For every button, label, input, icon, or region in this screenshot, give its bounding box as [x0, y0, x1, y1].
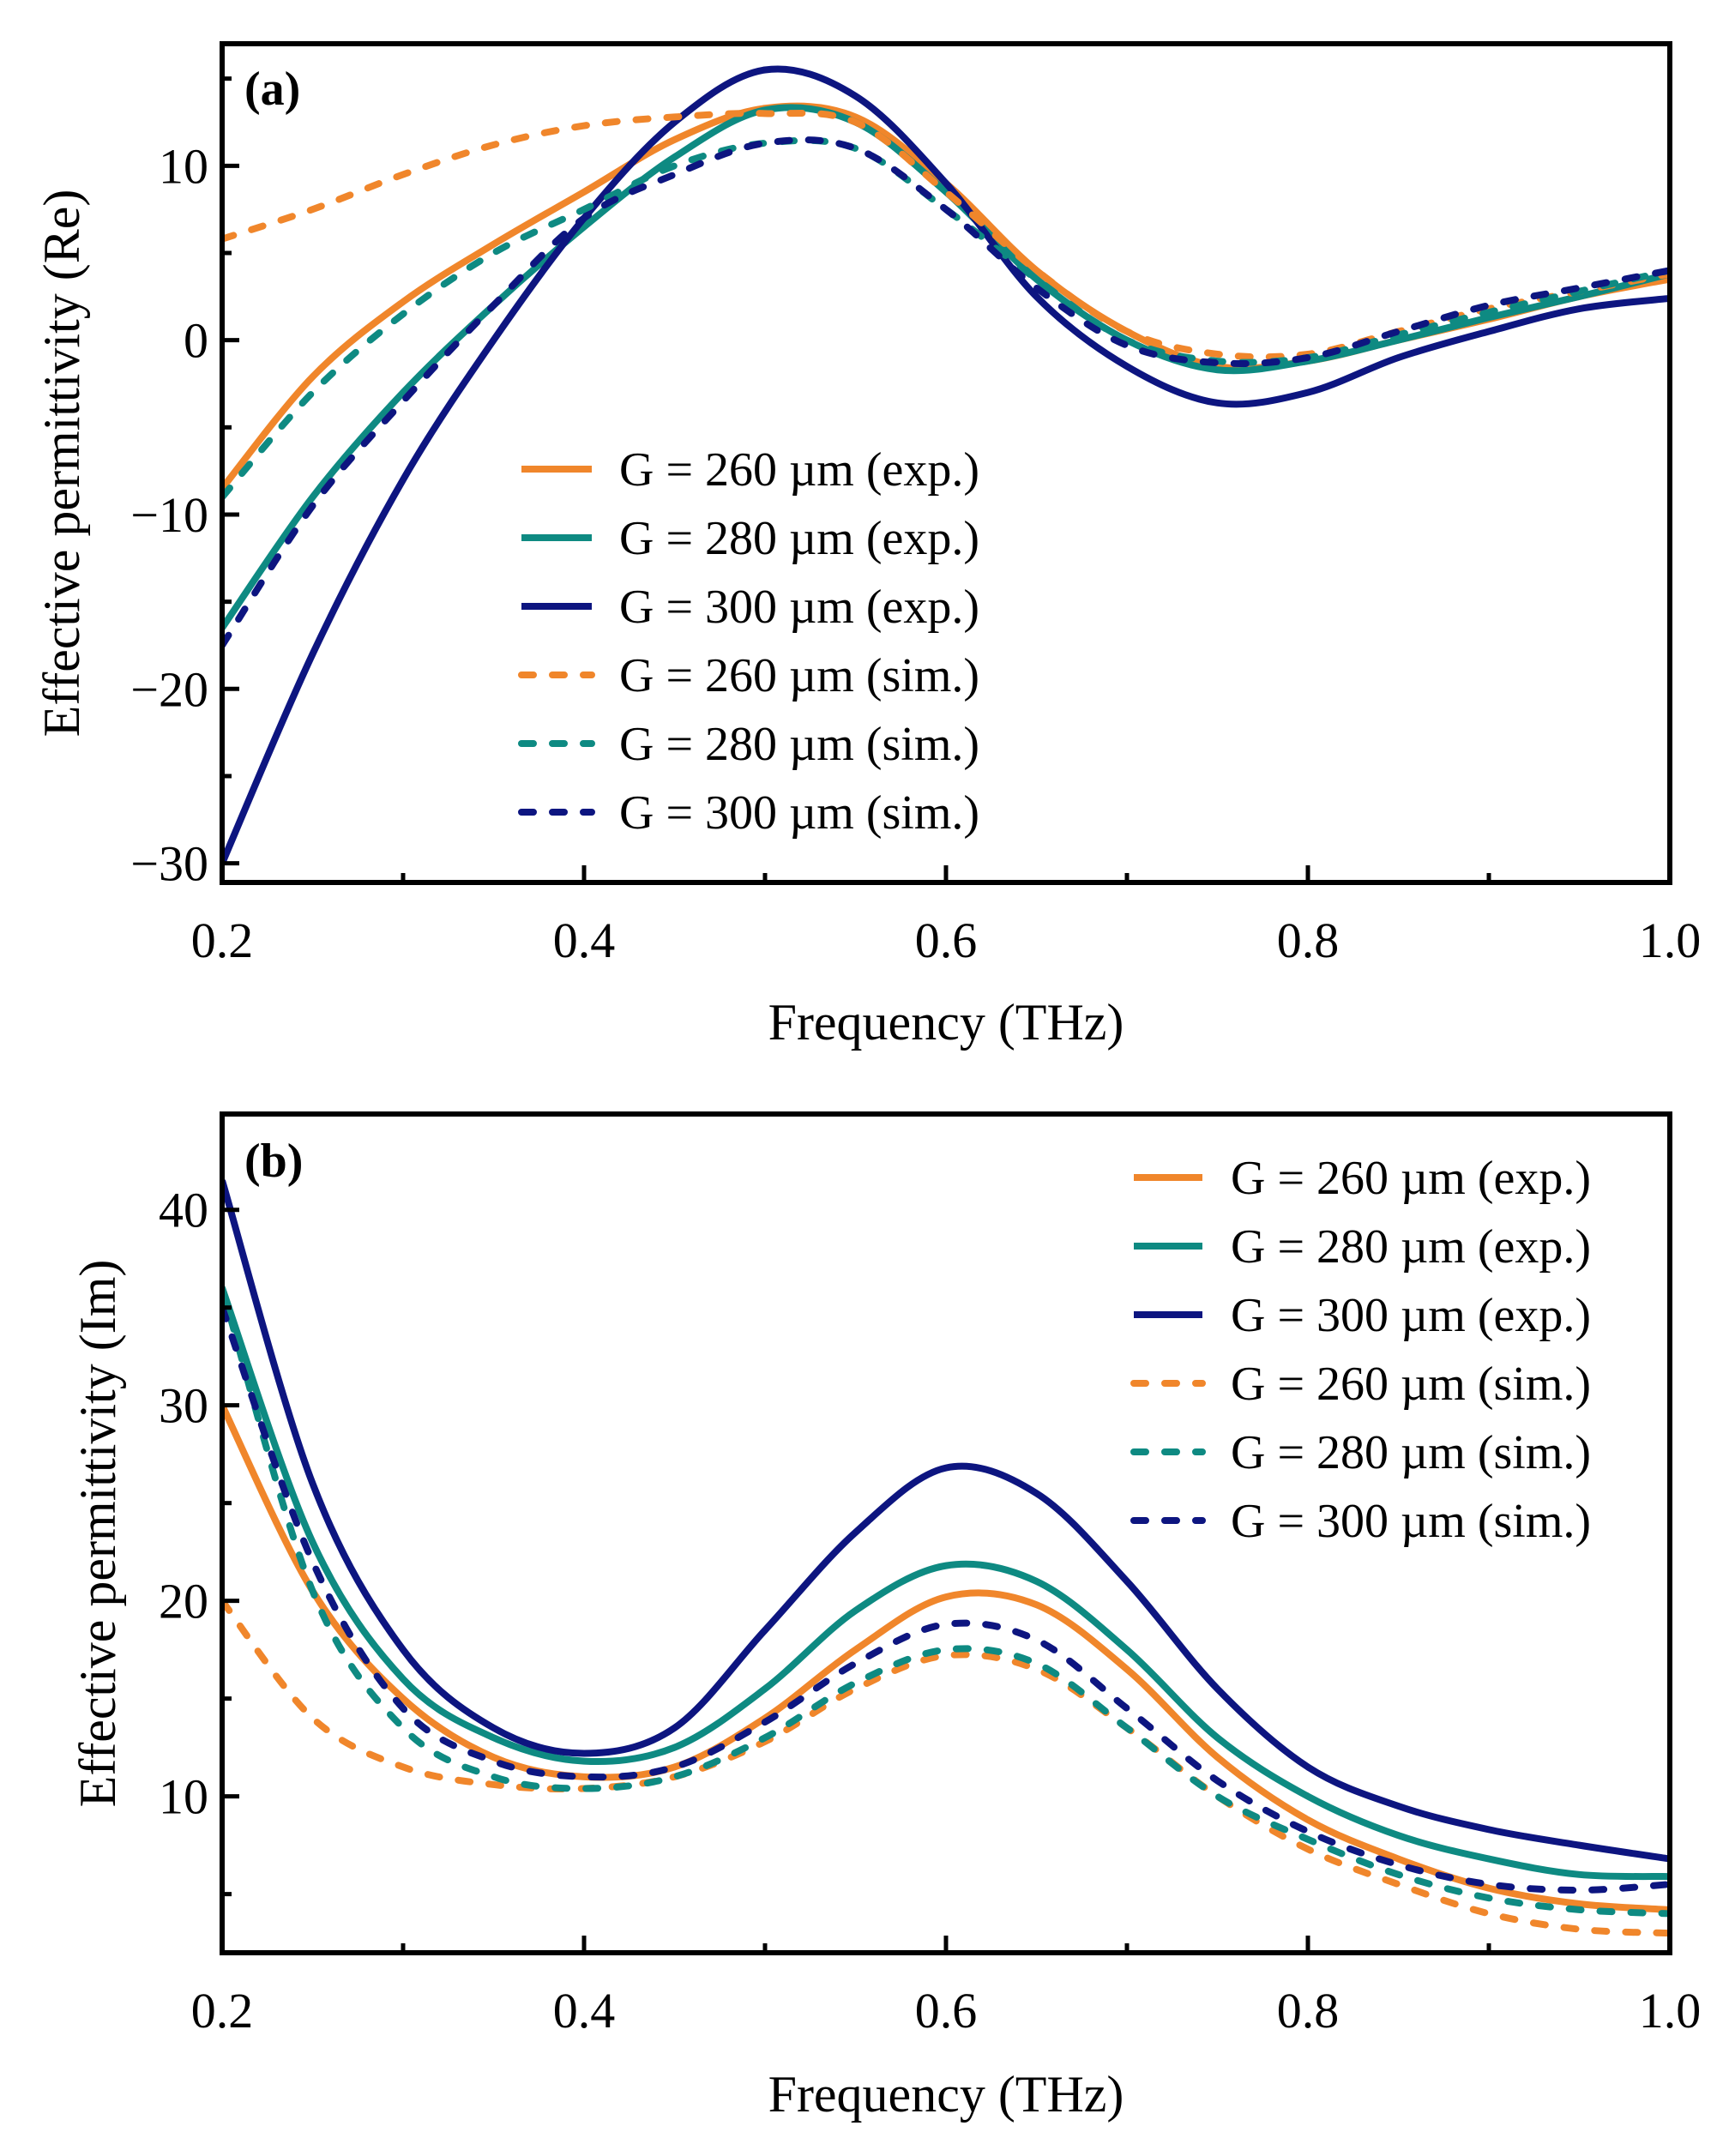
x-tick-label: 0.2	[191, 1983, 254, 2039]
x-tick-label: 0.6	[915, 1983, 978, 2039]
legend-item: G = 300 µm (exp.)	[521, 581, 979, 634]
x-tick-label: 1.0	[1639, 1983, 1702, 2039]
legend-item: G = 300 µm (sim.)	[518, 786, 979, 840]
y-axis-title: Effective permittivity (Re)	[33, 190, 90, 738]
legend-item: G = 280 µm (sim.)	[518, 718, 979, 771]
series-line-0	[222, 1403, 1670, 1913]
series-line-4	[222, 1284, 1670, 1918]
legend-label: G = 260 µm (sim.)	[619, 649, 979, 702]
legend-label: G = 280 µm (sim.)	[1231, 1426, 1591, 1479]
y-tick-label: 10	[159, 138, 208, 194]
y-tick-label: 30	[159, 1378, 208, 1434]
legend-label: G = 300 µm (exp.)	[1231, 1289, 1591, 1342]
x-axis-title: Frequency (THz)	[768, 994, 1124, 1051]
legend-label: G = 300 µm (exp.)	[619, 581, 979, 634]
legend: G = 260 µm (exp.) G = 280 µm (exp.) G = 30…	[1130, 1152, 1591, 1548]
legend-label: G = 260 µm (sim.)	[1231, 1358, 1591, 1411]
legend-label: G = 280 µm (exp.)	[1231, 1220, 1591, 1274]
legend-label: G = 300 µm (sim.)	[619, 786, 979, 840]
x-tick-label: 0.8	[1277, 1983, 1340, 2039]
x-axis-title: Frequency (THz)	[768, 2066, 1124, 2123]
series-line-1	[222, 1286, 1670, 1881]
series-line-3	[222, 1597, 1670, 1937]
y-tick-label: −30	[130, 836, 208, 892]
legend-item: G = 260 µm (sim.)	[1130, 1358, 1591, 1411]
legend-label: G = 300 µm (sim.)	[1231, 1495, 1591, 1548]
legend-item: G = 260 µm (sim.)	[518, 649, 979, 702]
legend: G = 260 µm (exp.) G = 280 µm (exp.) G = 30…	[518, 443, 979, 840]
legend-item: G = 280 µm (exp.)	[1134, 1220, 1591, 1274]
y-tick-label: −10	[130, 487, 208, 543]
x-tick-label: 0.8	[1277, 912, 1340, 968]
panel-label: (a)	[244, 63, 300, 116]
panel-a-re: 0.2 0.4 0.6 0.8 1.0 −30 −20 −10 0 10 Frequency (TH…	[33, 41, 1702, 1051]
series-line-1	[222, 104, 1670, 630]
x-tick-label: 0.4	[553, 1983, 616, 2039]
y-tick-label: 40	[159, 1183, 208, 1238]
y-tick-label: −20	[130, 661, 208, 717]
series-line-2	[222, 1179, 1670, 1863]
x-tick-label: 0.2	[191, 912, 254, 968]
legend-item: G = 300 µm (exp.)	[1134, 1289, 1591, 1342]
y-tick-label: 20	[159, 1574, 208, 1629]
series-group	[222, 1179, 1670, 1937]
y-tick-label: 0	[184, 313, 208, 369]
legend-item: G = 260 µm (exp.)	[1134, 1152, 1591, 1205]
legend-item: G = 280 µm (sim.)	[1130, 1426, 1591, 1479]
series-group	[222, 65, 1670, 865]
series-line-5	[222, 136, 1670, 649]
y-axis-title: Effective permittivity (Im)	[69, 1260, 126, 1808]
legend-label: G = 280 µm (sim.)	[619, 718, 979, 771]
x-tick-label: 0.4	[553, 912, 616, 968]
legend-label: G = 260 µm (exp.)	[619, 443, 979, 497]
legend-label: G = 280 µm (exp.)	[619, 512, 979, 565]
legend-label: G = 260 µm (exp.)	[1231, 1152, 1591, 1205]
panel-b-im: 0.2 0.4 0.6 0.8 1.0 10 20 30 40 Frequency (THz) Ef…	[69, 1111, 1702, 2123]
legend-item: G = 300 µm (sim.)	[1130, 1495, 1591, 1548]
series-line-5	[222, 1304, 1670, 1894]
x-tick-label: 0.6	[915, 912, 978, 968]
legend-item: G = 280 µm (exp.)	[521, 512, 979, 565]
x-tick-label: 1.0	[1639, 912, 1702, 968]
series-line-4	[222, 136, 1670, 501]
series-line-2	[222, 65, 1670, 865]
y-tick-label: 10	[159, 1769, 208, 1825]
panel-label: (b)	[244, 1135, 303, 1188]
legend-item: G = 260 µm (exp.)	[521, 443, 979, 497]
